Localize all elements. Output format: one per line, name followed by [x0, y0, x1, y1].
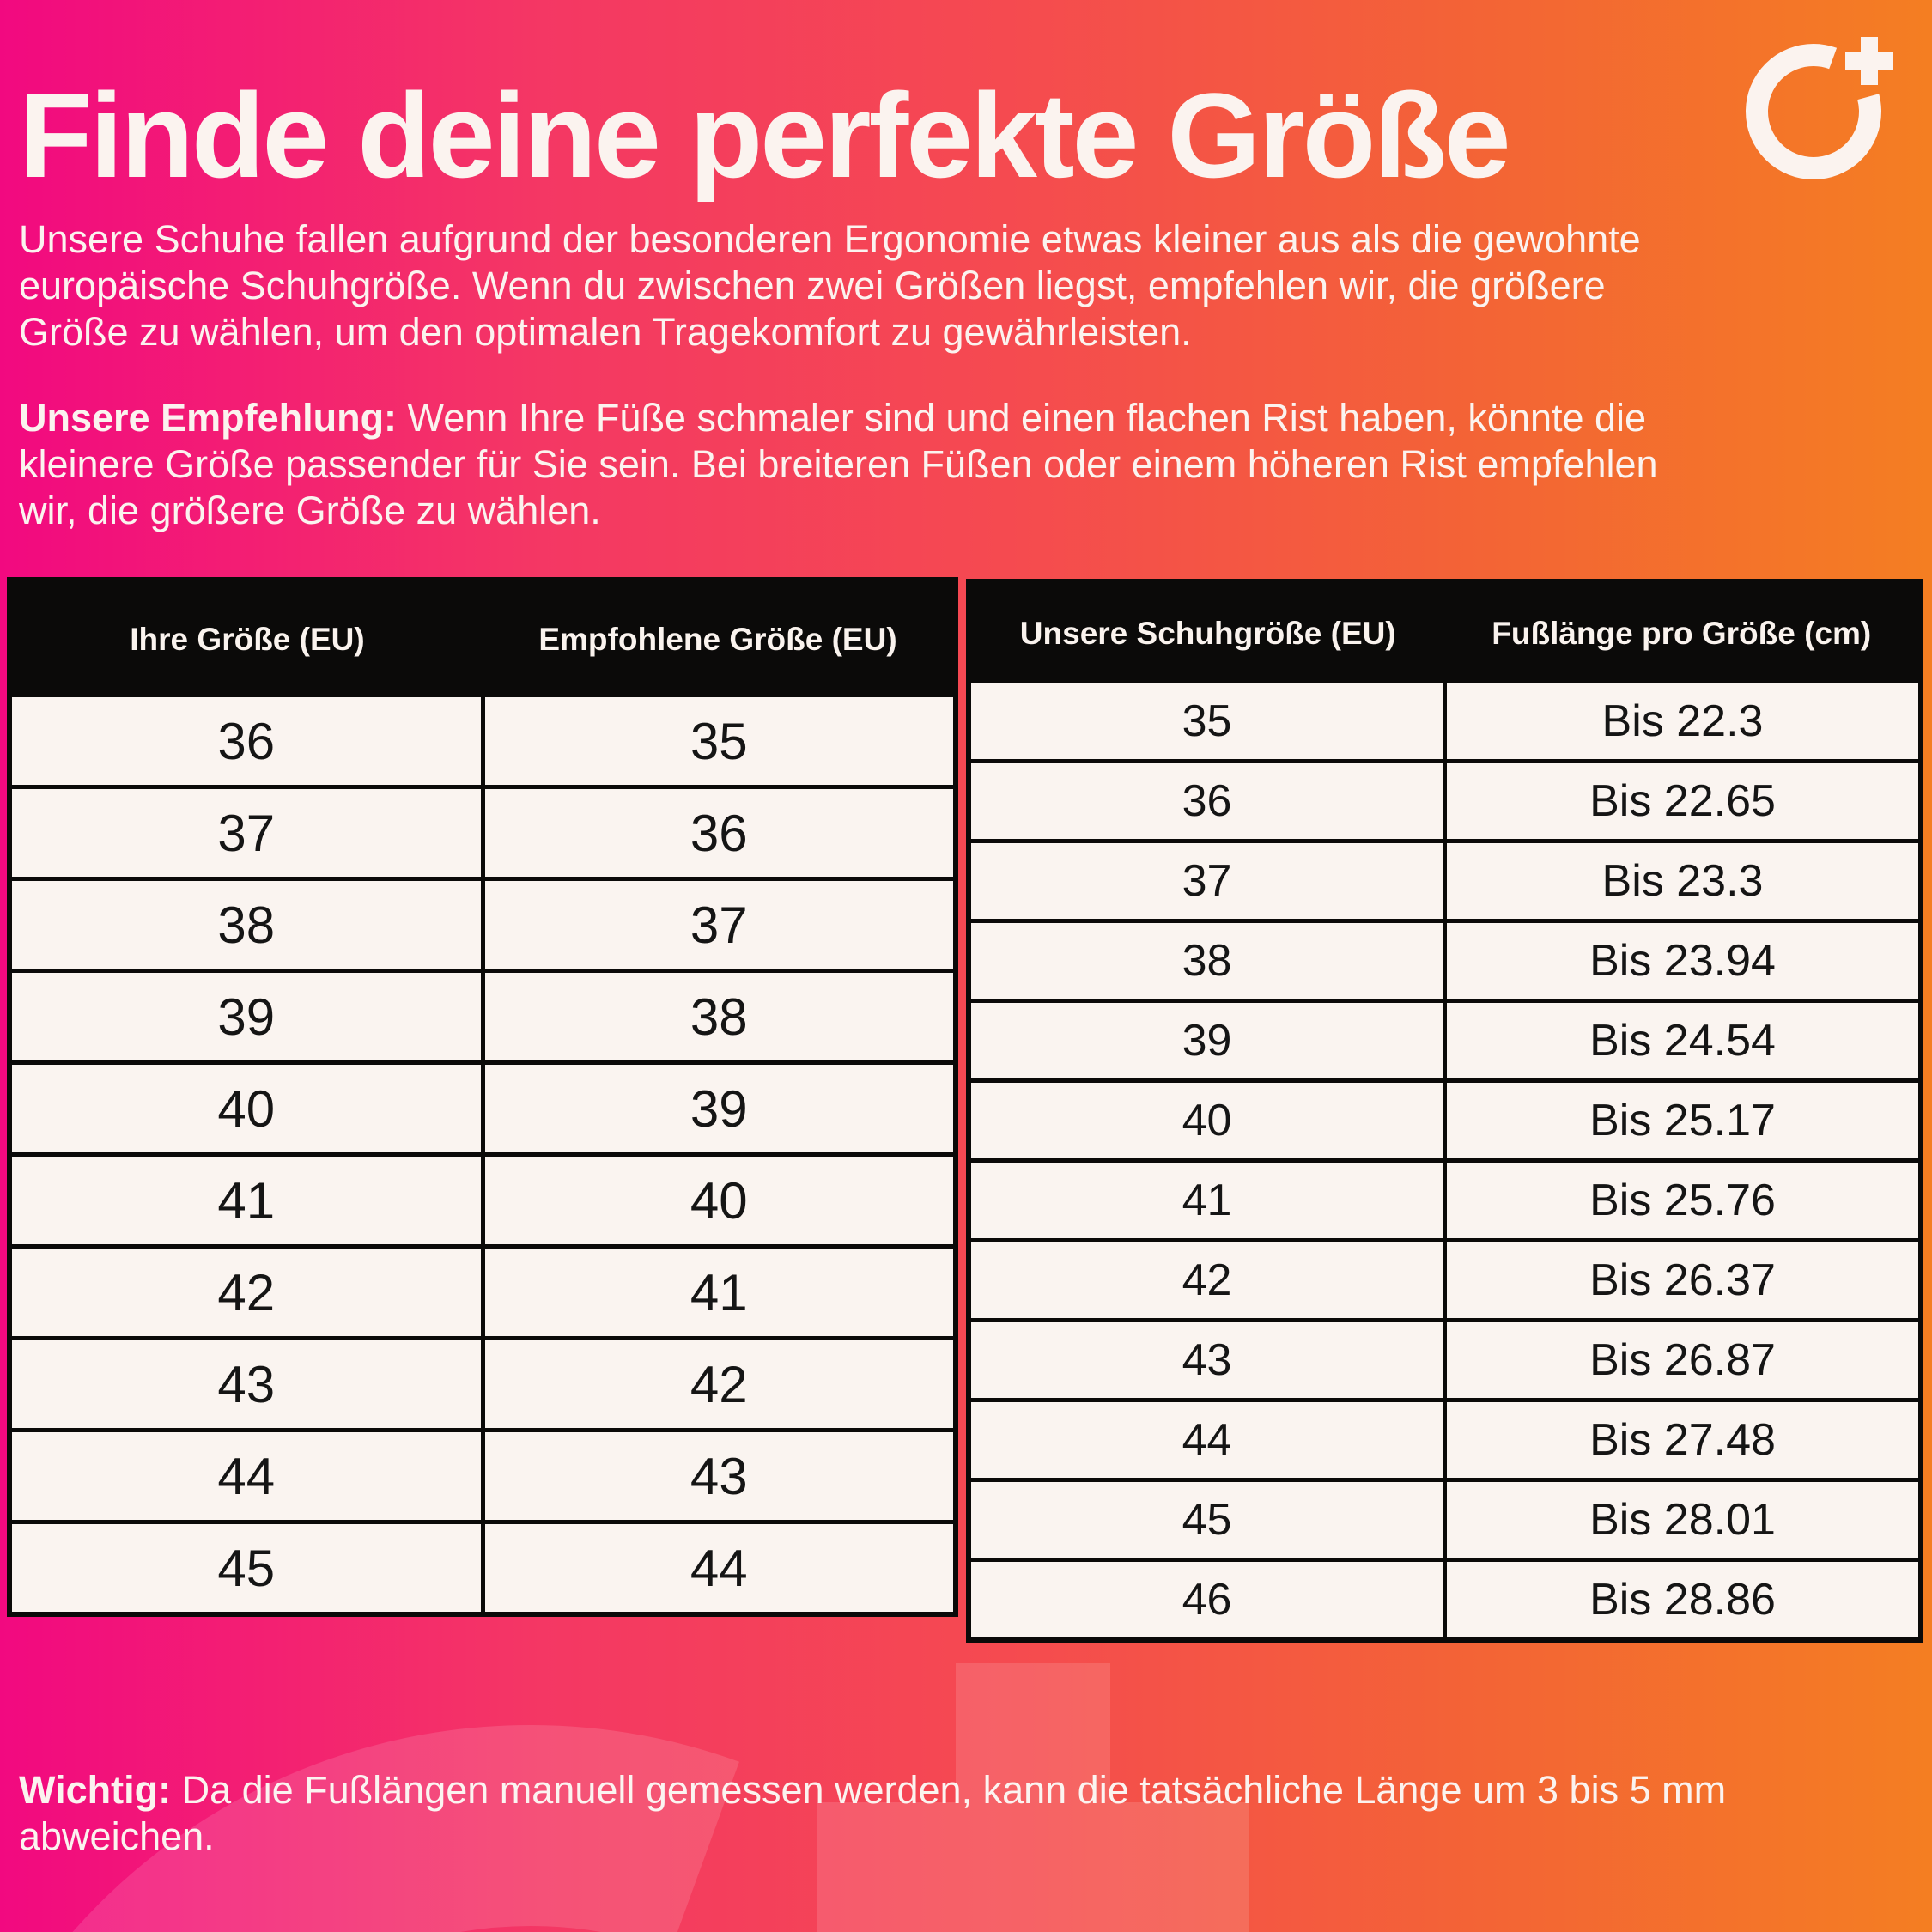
footnote-label: Wichtig:: [19, 1768, 172, 1812]
table-cell: Bis 25.17: [1447, 1083, 1918, 1158]
table-cell: 39: [484, 1065, 953, 1152]
column-header-recommended-size: Empfohlene Größe (EU): [538, 622, 897, 657]
table-cell: 43: [12, 1340, 481, 1428]
table-cell: 36: [484, 789, 953, 877]
size-conversion-header-row: Ihre Größe (EU) Empfohlene Größe (EU): [12, 582, 953, 697]
table-cell: 36: [12, 697, 481, 785]
intro-line-3: Größe zu wählen, um den optimalen Tragek…: [19, 310, 1192, 354]
table-cell: 41: [12, 1157, 481, 1244]
size-conversion-table: Ihre Größe (EU) Empfohlene Größe (EU) 36…: [7, 577, 958, 1617]
intro-line-1: Unsere Schuhe fallen aufgrund der besond…: [19, 217, 1641, 261]
table-cell: 41: [971, 1163, 1443, 1238]
recommendation-line-1: Unsere Empfehlung: Wenn Ihre Füße schmal…: [19, 395, 1658, 441]
foot-length-body: 35 Bis 22.3 36 Bis 22.65 37 Bis 23.3 38 Bis 23.…: [971, 683, 1918, 1637]
table-cell: Bis 28.86: [1447, 1562, 1918, 1637]
table-cell: 41: [484, 1249, 953, 1336]
recommendation-paragraph: Unsere Empfehlung: Wenn Ihre Füße schmal…: [19, 395, 1658, 534]
column-header-our-shoe-size: Unsere Schuhgröße (EU): [1019, 616, 1396, 651]
table-cell: Bis 22.3: [1447, 683, 1918, 759]
table-cell: 40: [971, 1083, 1443, 1158]
brand-logo-icon: [1743, 36, 1915, 182]
table-cell: 45: [971, 1482, 1443, 1558]
table-cell: 37: [971, 843, 1443, 919]
footnote-paragraph: Wichtig: Da die Fußlängen manuell gemess…: [19, 1767, 1726, 1860]
intro-paragraph: Unsere Schuhe fallen aufgrund der besond…: [19, 216, 1641, 355]
table-cell: Bis 22.65: [1447, 763, 1918, 839]
table-cell: 44: [971, 1402, 1443, 1478]
page-title: Finde deine perfekte Größe: [19, 68, 1511, 203]
table-cell: Bis 23.3: [1447, 843, 1918, 919]
table-cell: 42: [971, 1242, 1443, 1318]
foot-length-table: Unsere Schuhgröße (EU) Fußlänge pro Größ…: [966, 579, 1923, 1643]
table-cell: 43: [971, 1322, 1443, 1398]
table-cell: 37: [484, 881, 953, 969]
recommendation-line-3: wir, die größere Größe zu wählen.: [19, 489, 601, 532]
table-cell: 38: [971, 923, 1443, 999]
recommendation-line-1-text: Wenn Ihre Füße schmaler sind und einen f…: [397, 396, 1647, 440]
table-cell: 38: [484, 973, 953, 1060]
table-cell: 40: [12, 1065, 481, 1152]
table-cell: 46: [971, 1562, 1443, 1637]
table-cell: 36: [971, 763, 1443, 839]
recommendation-line-2: kleinere Größe passender für Sie sein. B…: [19, 442, 1658, 486]
table-cell: 35: [484, 697, 953, 785]
foot-length-header-row: Unsere Schuhgröße (EU) Fußlänge pro Größ…: [971, 584, 1918, 683]
table-cell: 42: [12, 1249, 481, 1336]
table-cell: Bis 23.94: [1447, 923, 1918, 999]
column-header-your-size: Ihre Größe (EU): [130, 622, 365, 657]
table-cell: 42: [484, 1340, 953, 1428]
table-cell: 45: [12, 1524, 481, 1612]
table-cell: 38: [12, 881, 481, 969]
table-cell: Bis 26.37: [1447, 1242, 1918, 1318]
table-cell: 43: [484, 1432, 953, 1520]
intro-line-2: europäische Schuhgröße. Wenn du zwischen…: [19, 264, 1606, 307]
table-cell: Bis 24.54: [1447, 1003, 1918, 1078]
footnote-line-1-text: Da die Fußlängen manuell gemessen werden…: [171, 1768, 1727, 1812]
recommendation-label: Unsere Empfehlung:: [19, 396, 398, 440]
table-cell: Bis 25.76: [1447, 1163, 1918, 1238]
table-cell: Bis 28.01: [1447, 1482, 1918, 1558]
table-cell: 40: [484, 1157, 953, 1244]
table-cell: 39: [12, 973, 481, 1060]
table-cell: 35: [971, 683, 1443, 759]
size-conversion-body: 36 35 37 36 38 37 39 38 40 39 41 40 42 41 43 42 44 43 45 44: [12, 697, 953, 1612]
footnote-line-2: abweichen.: [19, 1814, 215, 1858]
table-cell: Bis 26.87: [1447, 1322, 1918, 1398]
table-cell: 44: [12, 1432, 481, 1520]
table-cell: 44: [484, 1524, 953, 1612]
table-cell: Bis 27.48: [1447, 1402, 1918, 1478]
footnote-line-1: Wichtig: Da die Fußlängen manuell gemess…: [19, 1767, 1726, 1814]
column-header-foot-length: Fußlänge pro Größe (cm): [1492, 616, 1872, 651]
table-cell: 37: [12, 789, 481, 877]
table-cell: 39: [971, 1003, 1443, 1078]
